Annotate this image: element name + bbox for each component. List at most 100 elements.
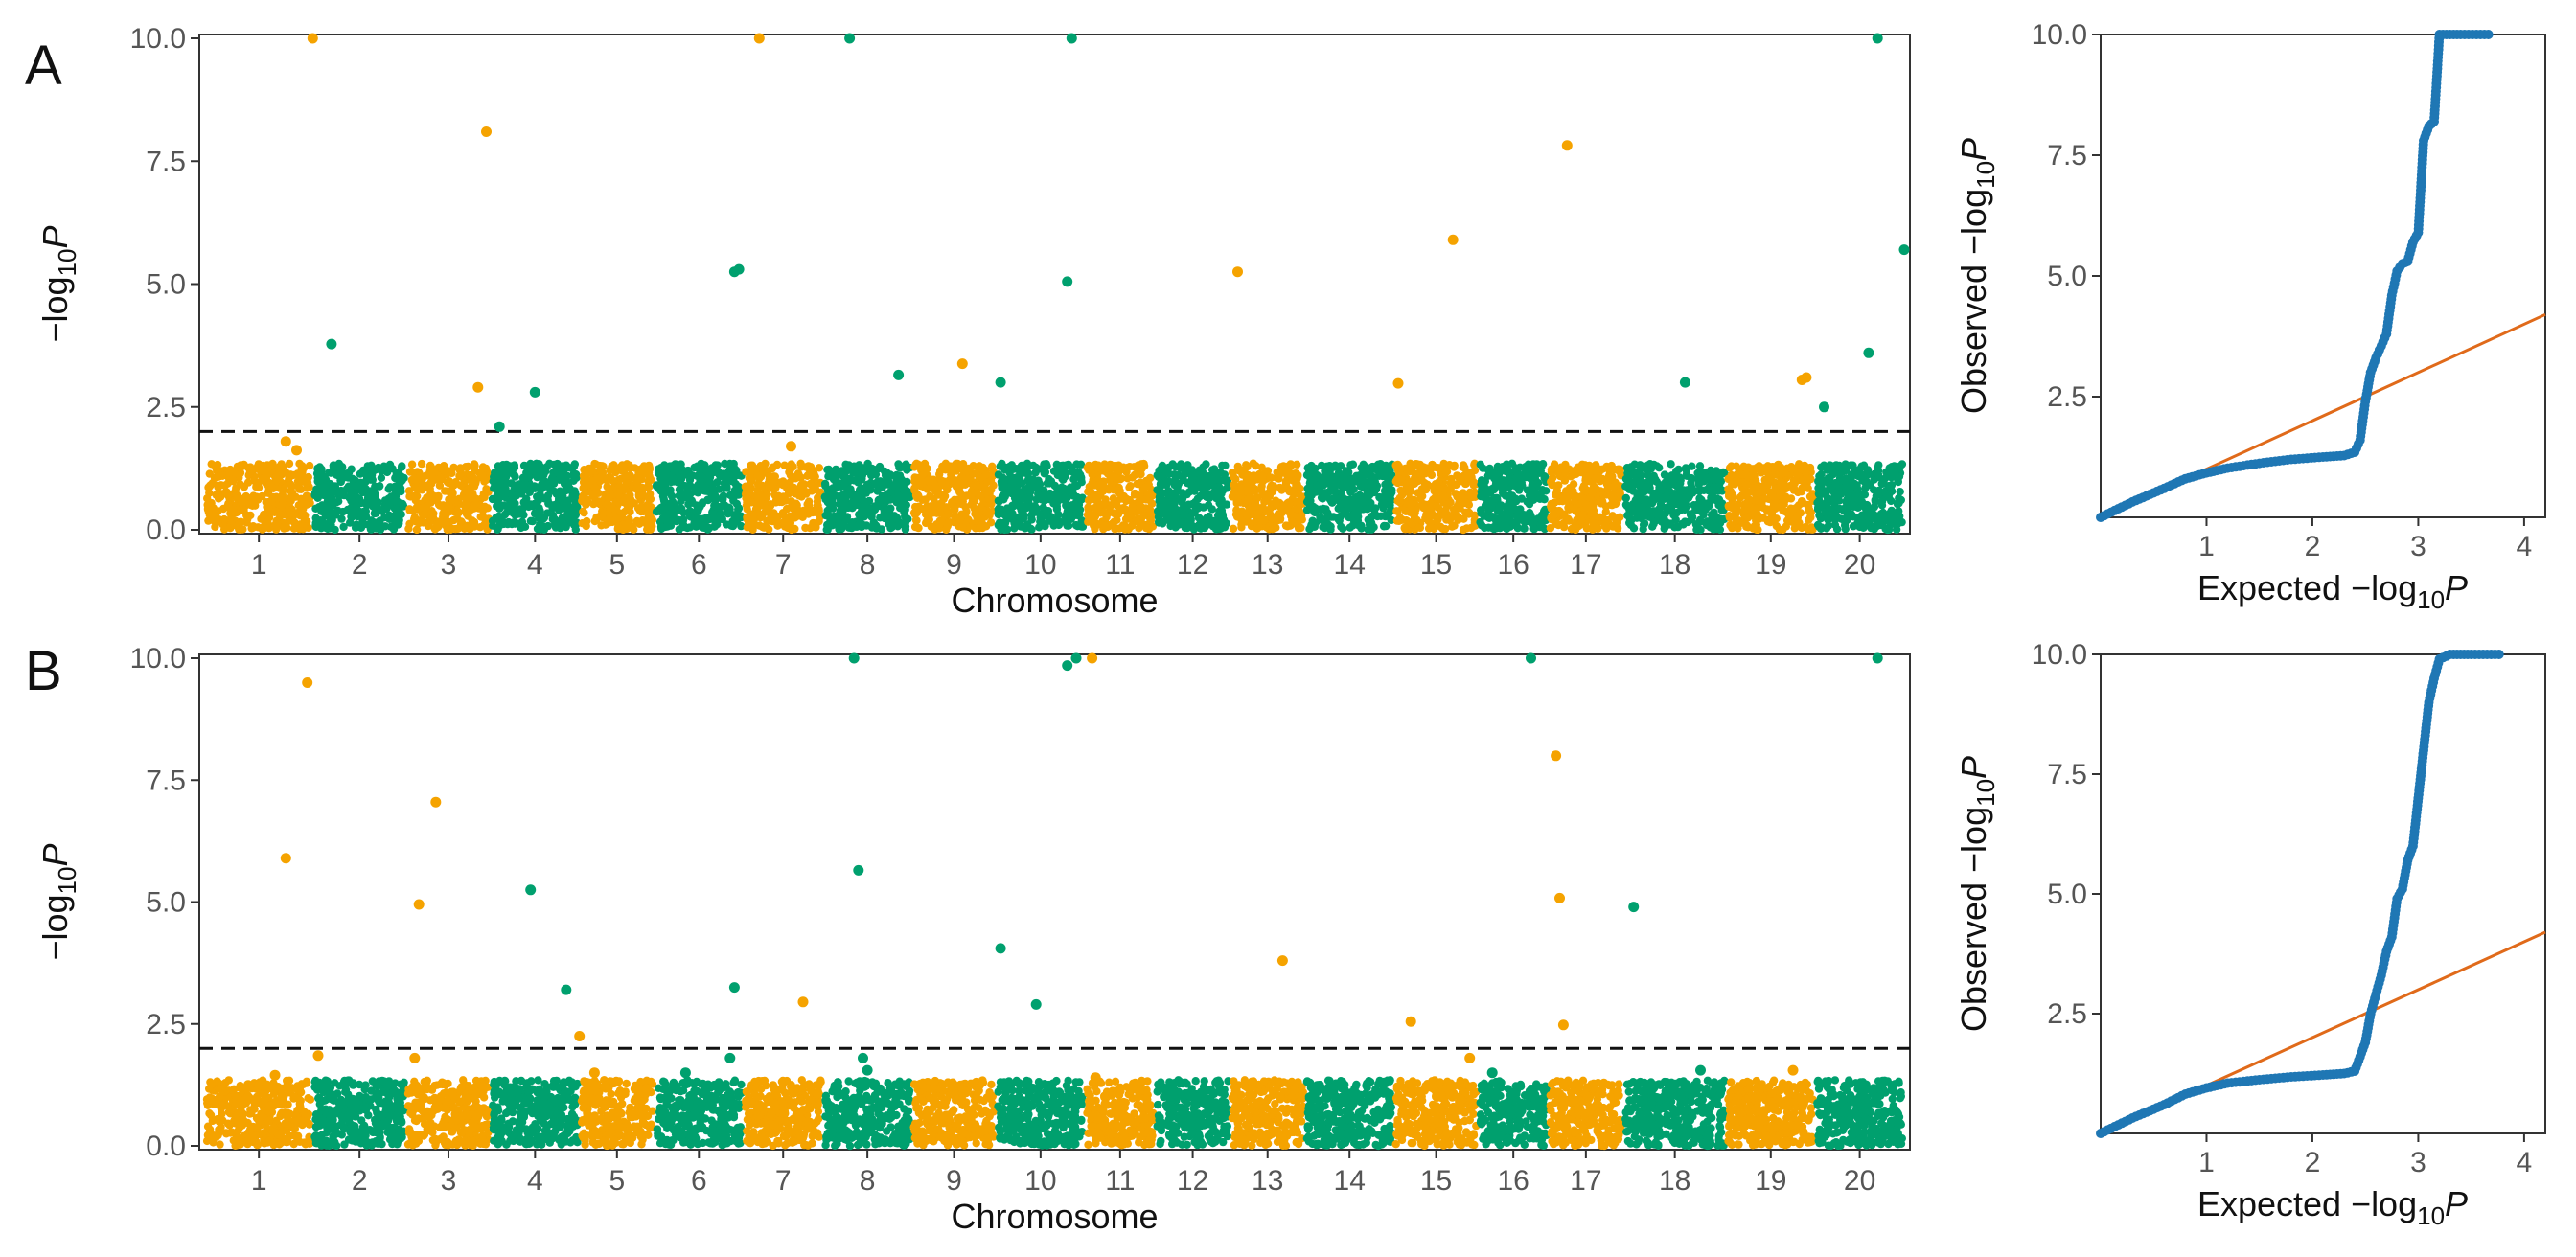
- snp-point: [240, 497, 248, 506]
- snp-point: [1563, 497, 1572, 506]
- snp-point: [841, 499, 850, 508]
- snp-point: [405, 506, 414, 514]
- snp-point: [277, 493, 286, 503]
- snp-point: [900, 502, 908, 511]
- snp-point: [366, 475, 375, 484]
- snp-point: [1426, 522, 1436, 532]
- snp-point: [854, 520, 863, 530]
- snp-point: [1202, 460, 1210, 469]
- snp-point: [1135, 497, 1143, 506]
- snp-point: [1304, 490, 1313, 498]
- snp-point: [303, 478, 312, 487]
- snp-point: [903, 466, 911, 474]
- snp-point: [808, 508, 817, 517]
- snp-point: [886, 524, 895, 533]
- snp-point: [1084, 488, 1092, 496]
- snp-point: [935, 469, 944, 479]
- snp-point: [223, 502, 233, 512]
- snp-point: [288, 489, 297, 497]
- snp-point: [231, 487, 240, 495]
- snp-point: [471, 494, 480, 503]
- snp-point: [1603, 515, 1612, 525]
- snp-point: [538, 479, 546, 488]
- snp-point: [439, 510, 448, 518]
- snp-point: [734, 505, 743, 514]
- snp-point: [1006, 483, 1015, 492]
- snp-point: [254, 523, 263, 532]
- snp-point: [1550, 511, 1558, 520]
- snp-point: [499, 519, 508, 529]
- snp-point: [822, 525, 831, 534]
- snp-point: [646, 509, 656, 517]
- snp-point: [462, 500, 471, 509]
- snp-point: [1269, 482, 1277, 491]
- snp-point: [237, 517, 245, 526]
- snp-point: [937, 478, 947, 487]
- snp-point: [633, 504, 643, 513]
- snp-point: [231, 469, 241, 478]
- snp-point: [1438, 464, 1447, 472]
- snp-point: [1275, 474, 1283, 483]
- snp-point: [657, 505, 667, 514]
- snp-point: [1365, 471, 1373, 480]
- snp-point: [313, 493, 322, 502]
- snp-point: [290, 511, 299, 519]
- snp-point: [1529, 460, 1538, 469]
- snp-point: [1236, 484, 1246, 493]
- snp-point: [337, 474, 346, 483]
- snp-point: [1326, 525, 1335, 534]
- snp-point: [666, 486, 675, 494]
- snp-point: [294, 501, 303, 510]
- snp-point: [1017, 503, 1025, 512]
- snp-point: [1112, 510, 1120, 519]
- snp-point: [1094, 490, 1103, 499]
- snp-point: [1521, 463, 1530, 471]
- snp-point: [1070, 491, 1078, 500]
- snp-point: [564, 514, 574, 523]
- snp-point: [248, 501, 257, 510]
- snp-point: [912, 492, 921, 501]
- snp-point: [567, 507, 577, 516]
- snp-point: [645, 463, 654, 472]
- snp-point: [1208, 466, 1217, 474]
- snp-point: [1218, 499, 1228, 508]
- snp-point: [286, 470, 295, 479]
- snp-point: [662, 466, 671, 474]
- snp-point: [1012, 489, 1022, 498]
- snp-point: [536, 520, 544, 529]
- snp-point: [1260, 515, 1269, 525]
- snp-point: [675, 525, 683, 534]
- snp-point: [1021, 494, 1029, 503]
- snp-point: [1135, 479, 1143, 489]
- snp-point: [1071, 520, 1081, 530]
- snp-point: [1433, 494, 1442, 503]
- snp-point: [912, 516, 921, 525]
- snp-point: [1606, 463, 1615, 472]
- snp-point: [1548, 480, 1556, 490]
- snp-point: [1395, 475, 1404, 484]
- snp-point: [405, 468, 415, 476]
- snp-point: [226, 524, 235, 533]
- snp-point: [1092, 519, 1101, 529]
- snp-point: [942, 503, 951, 512]
- snp-point: [1053, 470, 1063, 480]
- snp-point: [526, 516, 536, 525]
- snp-point: [1436, 512, 1444, 520]
- snp-point: [1128, 502, 1137, 512]
- snp-point: [1530, 524, 1539, 534]
- snp-point: [1251, 487, 1259, 495]
- snp-point: [697, 471, 705, 481]
- snp-point: [476, 513, 485, 521]
- snp-point: [840, 519, 848, 529]
- snp-point: [214, 483, 222, 491]
- snp-point: [240, 506, 248, 514]
- snp-point: [439, 518, 448, 528]
- snp-point: [743, 494, 752, 503]
- snp-point: [729, 496, 738, 505]
- snp-point: [1507, 459, 1517, 468]
- snp-point: [1109, 494, 1118, 503]
- snp-point: [530, 499, 540, 509]
- snp-point: [1243, 511, 1253, 519]
- snp-point: [794, 470, 803, 479]
- snp-point: [1002, 525, 1012, 534]
